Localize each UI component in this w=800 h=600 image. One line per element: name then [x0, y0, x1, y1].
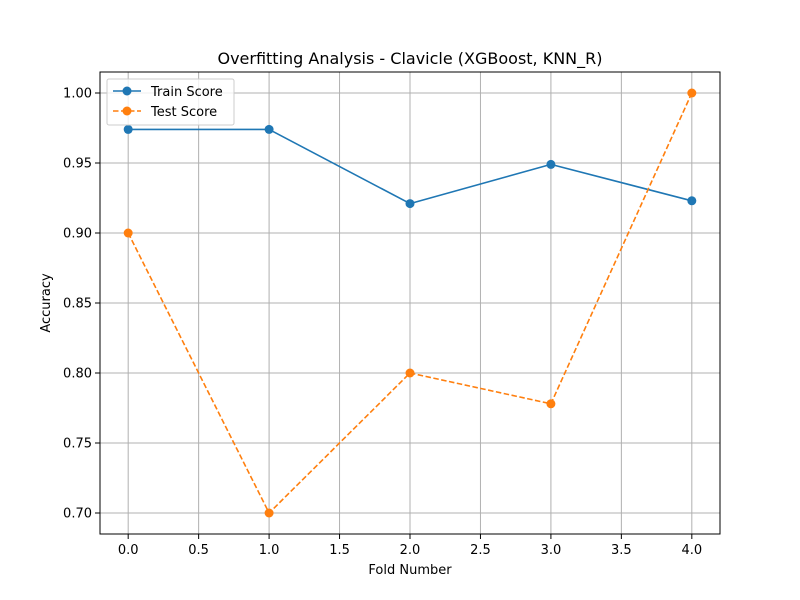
test-score-point: [123, 228, 133, 238]
train-score-point: [687, 196, 697, 206]
train-score-point: [546, 159, 556, 169]
x-tick-label: 4.0: [681, 543, 702, 558]
x-tick-label: 2.0: [400, 543, 421, 558]
test-score-point: [264, 508, 274, 518]
chart-title: Overfitting Analysis - Clavicle (XGBoost…: [217, 49, 602, 69]
y-tick-label: 0.95: [63, 157, 92, 172]
y-tick-label: 0.80: [63, 367, 92, 382]
y-tick-label: 1.00: [63, 87, 92, 102]
test-score-point: [405, 368, 415, 378]
train-score-point: [264, 124, 274, 134]
train-score-point: [405, 199, 415, 209]
x-axis-label: Fold Number: [368, 563, 452, 578]
train-score-point: [123, 124, 133, 134]
legend-test-marker: [122, 106, 132, 116]
legend: Train Score Test Score: [106, 78, 235, 126]
x-tick-label: 0.5: [188, 543, 209, 558]
x-tick-label: 2.5: [470, 543, 491, 558]
y-tick-label: 0.90: [63, 227, 92, 242]
y-axis-label: Accuracy: [39, 273, 54, 333]
axis-ticks: 0.0 0.5 1.0 1.5 2.0 2.5 3.0 3.5 4.0 0.70 0.75 0.80 0…: [63, 87, 702, 559]
test-score-point: [687, 88, 697, 98]
x-tick-label: 0.0: [118, 543, 139, 558]
x-tick-label: 1.0: [259, 543, 280, 558]
series-layer: [123, 88, 697, 518]
y-tick-label: 0.70: [63, 507, 92, 522]
legend-train-marker: [122, 86, 132, 96]
legend-train-label: Train Score: [150, 85, 223, 100]
legend-test-label: Test Score: [150, 105, 217, 120]
x-tick-label: 1.5: [329, 543, 350, 558]
x-tick-label: 3.0: [541, 543, 562, 558]
y-tick-label: 0.85: [63, 297, 92, 312]
x-tick-label: 3.5: [611, 543, 632, 558]
y-tick-label: 0.75: [63, 437, 92, 452]
test-score-point: [546, 399, 556, 409]
